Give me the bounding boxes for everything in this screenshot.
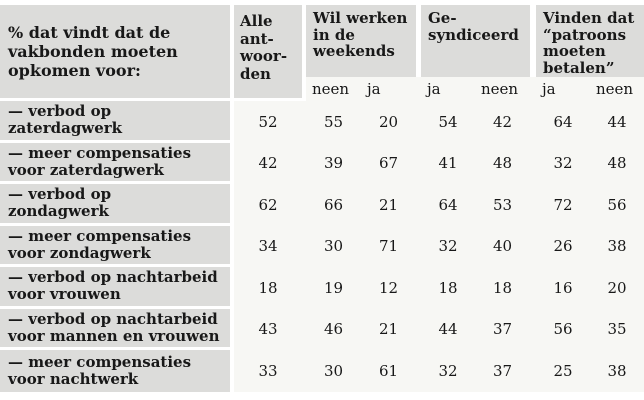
value-cell: 37 — [492, 320, 513, 339]
subcol-header-weekend-neen: neen — [312, 80, 350, 98]
row-label: — verbod op zondagwerk — [0, 184, 230, 226]
value-cell: 64 — [553, 112, 573, 131]
value-cell: 55 — [323, 112, 344, 131]
value-cell: 56 — [607, 195, 627, 214]
value-cell: 71 — [378, 237, 399, 256]
value-cell: 20 — [607, 278, 627, 297]
value-cell: 12 — [378, 278, 399, 297]
value-cell: 21 — [378, 320, 399, 339]
value-cell: 16 — [553, 278, 573, 297]
value-cell: 38 — [607, 361, 627, 380]
corner-header: % dat vindt dat de vakbonden moeten opko… — [0, 5, 230, 101]
subcol-header-unionized-neen: neen — [481, 80, 519, 98]
row-label: — meer compensaties voor zondagwerk — [0, 225, 230, 267]
value-cell: 37 — [492, 361, 513, 380]
row-label: — verbod op nachtarbeid voor mannen en v… — [0, 308, 230, 350]
subcol-header-unionized-ja: ja — [427, 80, 441, 98]
value-cell: 54 — [438, 112, 458, 131]
value-cell: 18 — [258, 278, 278, 297]
value-cell: 26 — [553, 237, 573, 256]
row-label: — verbod op nachtarbeid voor vrouwen — [0, 267, 230, 309]
subcol-header-employers-neen: neen — [596, 80, 634, 98]
column-header-all-answers: Alle ant- woor- den — [234, 5, 302, 101]
row-label: — meer compensaties voor nachtwerk — [0, 350, 230, 392]
value-cell: 66 — [323, 195, 344, 214]
value-cell: 48 — [492, 154, 513, 173]
value-cell: 56 — [553, 320, 573, 339]
value-cell: 67 — [378, 154, 399, 173]
value-cell: 62 — [258, 195, 278, 214]
value-cell: 30 — [323, 361, 344, 380]
value-cell: 32 — [438, 237, 458, 256]
group-header-weekend-work: Wil werken in de weekends — [306, 5, 416, 77]
value-cell: 20 — [378, 112, 399, 131]
value-cell: 53 — [492, 195, 513, 214]
group-header-employers-should-pay: Vinden dat “patroons moeten betalen” — [536, 5, 644, 77]
subheader-row-background — [306, 77, 644, 101]
value-cell: 64 — [438, 195, 458, 214]
value-cell: 40 — [492, 237, 513, 256]
value-cell: 18 — [438, 278, 458, 297]
subcol-header-weekend-ja: ja — [367, 80, 381, 98]
value-cell: 44 — [607, 112, 627, 131]
value-cell: 35 — [607, 320, 627, 339]
value-cell: 38 — [607, 237, 627, 256]
value-cell: 25 — [553, 361, 573, 380]
value-cell: 42 — [492, 112, 513, 131]
value-cell: 72 — [553, 195, 573, 214]
value-cell: 34 — [258, 237, 278, 256]
value-cell: 41 — [438, 154, 458, 173]
subcol-header-employers-ja: ja — [542, 80, 556, 98]
value-cell: 30 — [323, 237, 344, 256]
row-label: — meer compensaties voor zaterdagwerk — [0, 142, 230, 184]
value-cell: 43 — [258, 320, 278, 339]
value-cell: 48 — [607, 154, 627, 173]
group-header-unionized: Ge- syndiceerd — [421, 5, 530, 77]
value-cell: 39 — [323, 154, 344, 173]
value-cell: 61 — [378, 361, 399, 380]
value-cell: 52 — [258, 112, 278, 131]
survey-table: % dat vindt dat de vakbonden moeten opko… — [0, 5, 644, 392]
value-cell: 42 — [258, 154, 278, 173]
row-label: — verbod op zaterdagwerk — [0, 101, 230, 143]
value-cell: 21 — [378, 195, 399, 214]
value-cell: 44 — [438, 320, 458, 339]
value-cell: 33 — [258, 361, 278, 380]
value-cell: 18 — [492, 278, 513, 297]
table-body-background — [234, 101, 644, 392]
value-cell: 32 — [438, 361, 458, 380]
value-cell: 32 — [553, 154, 573, 173]
value-cell: 46 — [323, 320, 344, 339]
value-cell: 19 — [323, 278, 344, 297]
